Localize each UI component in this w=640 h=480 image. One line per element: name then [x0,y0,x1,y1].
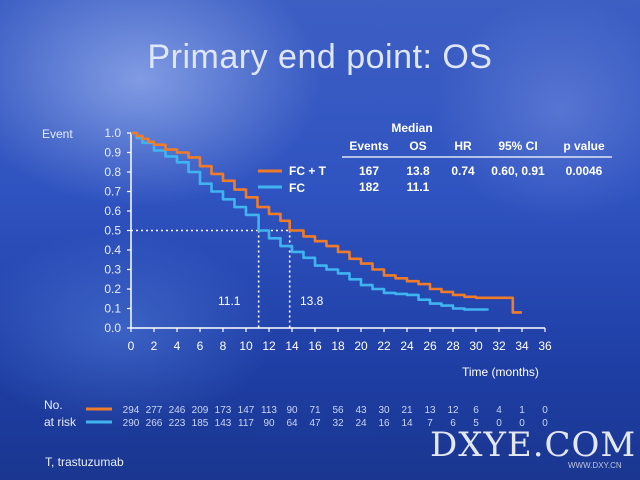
stats-fct-events: 167 [359,164,379,178]
stats-fct-p: 0.0046 [566,164,603,178]
stats-header-hr: HR [454,139,472,153]
risk-fc-value: 5 [473,418,479,429]
risk-fct-value: 6 [473,405,479,416]
footnote: T, trastuzumab [45,455,124,469]
x-tick-label: 20 [354,339,368,353]
risk-fc-value: 185 [192,418,209,429]
risk-fct-value: 173 [215,405,232,416]
x-tick-label: 18 [331,339,345,353]
stats-fct-hr: 0.74 [451,164,475,178]
x-tick-label: 28 [446,339,460,353]
x-tick-label: 8 [220,339,227,353]
risk-fct-value: 1 [519,405,525,416]
risk-fct-value: 13 [424,405,436,416]
risk-fc-value: 24 [355,418,367,429]
x-tick-label: 0 [128,339,135,353]
risk-fc-value: 143 [215,418,232,429]
x-tick-label: 34 [515,339,529,353]
risk-fc-value: 32 [332,418,344,429]
x-tick-label: 36 [538,339,552,353]
y-tick-label: 0.8 [104,165,121,179]
risk-fc-value: 16 [378,418,390,429]
y-tick-label: 0.4 [104,243,121,257]
risk-fc-value: 117 [238,418,254,429]
x-tick-label: 14 [285,339,299,353]
risk-fct-value: 12 [447,405,459,416]
y-tick-label: 0.3 [104,263,121,277]
y-tick-label: 0.9 [104,146,121,160]
risk-label-line2: at risk [44,415,77,429]
x-tick-label: 4 [174,339,181,353]
risk-fc-value: 7 [427,418,433,429]
risk-fc-value: 14 [401,418,413,429]
y-tick-label: 1.0 [104,126,121,140]
stats-header-p: p value [563,139,605,153]
risk-fct-value: 30 [378,405,390,416]
x-tick-label: 12 [262,339,276,353]
x-tick-label: 22 [377,339,391,353]
risk-fc-value: 0 [519,418,525,429]
y-tick-label: 0.7 [104,185,121,199]
risk-fc-value: 223 [169,418,186,429]
median-label-fct: 13.8 [300,294,324,308]
y-tick-label: 0.0 [104,321,121,335]
x-axis-label: Time (months) [462,365,539,379]
watermark-url: WWW.DXY.CN [568,461,622,470]
x-tick-label: 6 [197,339,204,353]
x-tick-label: 24 [400,339,414,353]
stats-header-os: OS [409,139,426,153]
x-tick-label: 30 [469,339,483,353]
risk-fct-value: 4 [496,405,502,416]
y-tick-label: 0.6 [104,204,121,218]
stats-fc-events: 182 [359,180,379,194]
legend-label-fc: FC [289,181,305,195]
risk-fc-value: 0 [542,418,548,429]
risk-fct-value: 90 [286,405,298,416]
risk-fct-value: 209 [192,405,209,416]
x-tick-label: 16 [308,339,322,353]
risk-fct-value: 71 [309,405,321,416]
series-line-fc [131,131,489,311]
watermark-logo: DXYE.COM [430,425,637,465]
y-tick-label: 0.1 [104,302,121,316]
risk-fct-value: 277 [146,405,163,416]
risk-fc-value: 266 [146,418,163,429]
stats-fct-os: 13.8 [406,164,430,178]
risk-fc-value: 47 [309,418,321,429]
stats-header-events: Events [349,139,389,153]
risk-fc-value: 290 [123,418,140,429]
stats-header-median: Median [391,121,432,135]
risk-fct-value: 147 [238,405,255,416]
risk-fct-value: 0 [542,405,548,416]
stats-fct-ci: 0.60, 0.91 [491,164,545,178]
risk-fct-value: 43 [355,405,367,416]
risk-fc-value: 0 [496,418,502,429]
x-tick-label: 26 [423,339,437,353]
risk-fc-value: 90 [263,418,275,429]
stats-fc-os: 11.1 [407,180,430,194]
stats-header-ci: 95% CI [498,139,537,153]
x-tick-label: 32 [492,339,506,353]
risk-fc-value: 64 [286,418,298,429]
slide-title: Primary end point: OS [147,38,493,76]
median-label-fc: 11.1 [218,294,241,308]
legend-label-fct: FC + T [289,164,327,178]
x-tick-label: 2 [151,339,158,353]
risk-fct-value: 113 [261,405,277,416]
risk-fct-value: 246 [169,405,186,416]
y-axis-label: Event [42,127,73,141]
risk-label-line1: No. [44,398,63,412]
y-tick-label: 0.5 [104,224,121,238]
y-tick-label: 0.2 [104,282,121,296]
risk-fct-value: 21 [401,405,413,416]
risk-fct-value: 294 [123,405,140,416]
series-line-fct [131,131,522,314]
risk-fct-value: 56 [332,405,344,416]
risk-fc-value: 6 [450,418,456,429]
x-tick-label: 10 [239,339,253,353]
